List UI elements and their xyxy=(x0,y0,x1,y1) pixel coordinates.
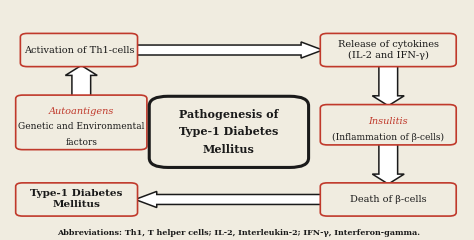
Text: Genetic and Environmental: Genetic and Environmental xyxy=(18,122,145,131)
Text: Mellitus: Mellitus xyxy=(203,144,255,155)
Text: Type-1 Diabetes: Type-1 Diabetes xyxy=(179,126,279,137)
Text: factors: factors xyxy=(65,138,97,147)
Polygon shape xyxy=(135,192,323,208)
Polygon shape xyxy=(372,66,404,106)
Text: Activation of Th1-cells: Activation of Th1-cells xyxy=(24,46,134,54)
Polygon shape xyxy=(135,42,323,58)
Text: (IL-2 and IFN-γ): (IL-2 and IFN-γ) xyxy=(348,51,428,60)
Text: (Inflammation of β-cells): (Inflammation of β-cells) xyxy=(332,133,444,142)
Polygon shape xyxy=(372,144,404,184)
FancyBboxPatch shape xyxy=(20,33,137,67)
Polygon shape xyxy=(65,66,97,96)
FancyBboxPatch shape xyxy=(16,95,147,150)
FancyBboxPatch shape xyxy=(320,33,456,67)
Text: Type-1 Diabetes: Type-1 Diabetes xyxy=(30,189,123,198)
Text: Release of cytokines: Release of cytokines xyxy=(338,40,439,49)
FancyBboxPatch shape xyxy=(16,183,137,216)
Text: Death of β-cells: Death of β-cells xyxy=(350,195,427,204)
FancyBboxPatch shape xyxy=(320,105,456,145)
Text: Mellitus: Mellitus xyxy=(53,200,100,210)
FancyBboxPatch shape xyxy=(149,96,309,168)
Text: Autoantigens: Autoantigens xyxy=(49,107,114,116)
Text: Abbreviations: Th1, T helper cells; IL-2, Interleukin-2; IFN-γ, Interferon-gamma: Abbreviations: Th1, T helper cells; IL-2… xyxy=(57,229,420,237)
Text: Pathogenesis of: Pathogenesis of xyxy=(179,108,279,120)
Text: Insulitis: Insulitis xyxy=(368,117,408,126)
FancyBboxPatch shape xyxy=(320,183,456,216)
